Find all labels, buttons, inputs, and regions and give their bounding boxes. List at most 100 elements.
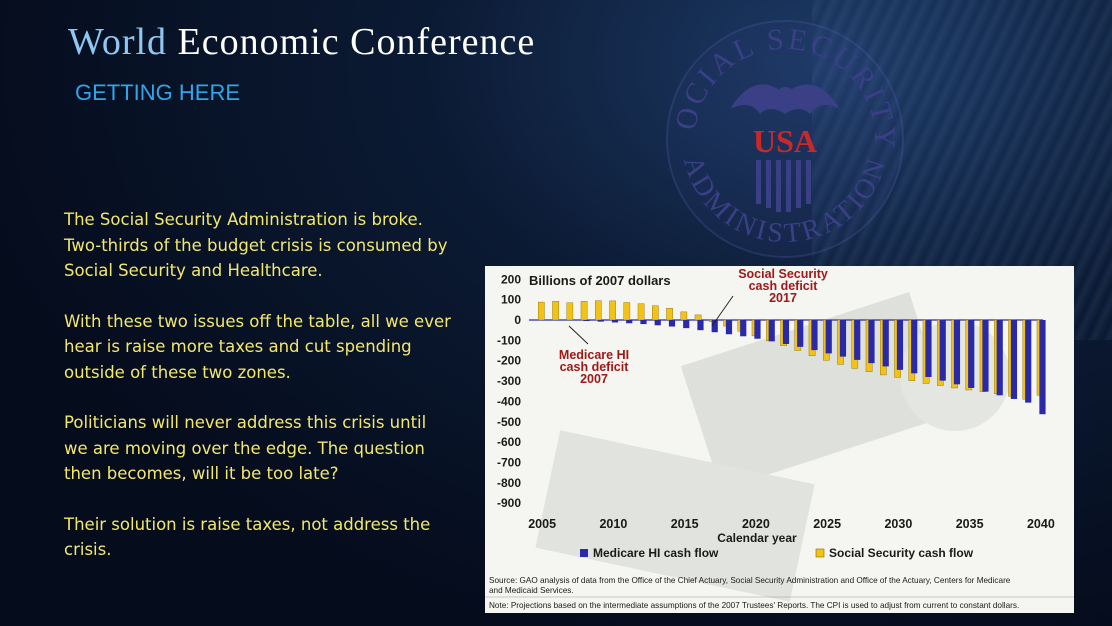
x-tick-label: 2035 xyxy=(956,517,984,531)
x-tick-label: 2005 xyxy=(528,517,556,531)
bar-medicare-2007 xyxy=(569,320,576,321)
legend-label-medicare: Medicare HI cash flow xyxy=(593,546,719,560)
legend-swatch-social-security xyxy=(815,548,825,558)
bar-medicare-2019 xyxy=(740,320,747,337)
bar-medicare-2014 xyxy=(668,320,676,327)
bar-medicare-2039 xyxy=(1025,320,1032,403)
x-tick-label: 2020 xyxy=(742,517,770,531)
x-tick-label: 2030 xyxy=(884,517,912,531)
bar-medicare-2035 xyxy=(968,320,975,388)
deficit-chart-svg: 200 100 0 -100 -200 -300 -400 -500 -600 -700 -800 -… xyxy=(485,266,1074,613)
page-subtitle: GETTING HERE xyxy=(75,80,241,105)
bar-medicare-2033 xyxy=(939,320,946,381)
y-tick-label: 100 xyxy=(501,293,521,307)
bar-social-security-2015 xyxy=(680,311,688,321)
bar-medicare-2025 xyxy=(825,320,832,354)
bar-social-security-2012 xyxy=(637,303,645,321)
chart-note: Note: Projections based on the intermedi… xyxy=(489,601,1019,610)
bar-medicare-2040 xyxy=(1039,320,1046,415)
body-text: The Social Security Administration is br… xyxy=(64,207,454,588)
bar-medicare-2009 xyxy=(597,320,604,322)
bar-social-security-2006 xyxy=(552,301,559,321)
bar-medicare-2021 xyxy=(768,320,775,342)
bar-social-security-2010 xyxy=(609,300,616,321)
bar-medicare-2006 xyxy=(554,320,562,321)
bar-medicare-2023 xyxy=(797,320,804,347)
bar-medicare-2034 xyxy=(953,320,961,385)
bar-social-security-2005 xyxy=(538,301,545,321)
source-note-line1: Source: GAO analysis of data from the Of… xyxy=(489,576,1011,585)
y-tick-label: -500 xyxy=(497,415,521,429)
bar-medicare-2036 xyxy=(982,320,989,392)
bar-medicare-2029 xyxy=(882,320,889,367)
y-tick-label: -200 xyxy=(497,354,521,368)
y-tick-label: -900 xyxy=(497,496,521,510)
bar-medicare-2018 xyxy=(725,320,733,335)
annotation-ss-pointer xyxy=(711,295,734,327)
legend-swatch-medicare xyxy=(580,549,588,557)
y-tick-label: -400 xyxy=(497,394,521,408)
legend-label-social-security: Social Security cash flow xyxy=(829,546,974,560)
bar-social-security-2013 xyxy=(652,305,659,321)
bar-medicare-2030 xyxy=(896,320,904,370)
annotation-medicare-line2: cash deficit xyxy=(560,360,630,374)
deficit-chart: 200 100 0 -100 -200 -300 -400 -500 -600 -700 -800 -… xyxy=(485,266,1074,613)
bar-medicare-2013 xyxy=(654,320,661,326)
annotation-medicare-line1: Medicare HI xyxy=(559,348,629,362)
bar-medicare-2022 xyxy=(782,320,790,345)
bar-medicare-2026 xyxy=(839,320,847,357)
bar-medicare-2024 xyxy=(811,320,818,351)
annotation-medicare-pointer xyxy=(568,325,589,345)
y-axis-label: Billions of 2007 dollars xyxy=(529,273,671,288)
bar-social-security-2014 xyxy=(666,307,673,321)
bar-social-security-2011 xyxy=(623,302,631,321)
bar-social-security-2008 xyxy=(580,301,588,321)
bar-medicare-2015 xyxy=(683,320,690,329)
bar-medicare-2005 xyxy=(540,320,547,321)
source-note-line2: and Medicaid Services. xyxy=(489,586,574,595)
y-tick-label: 200 xyxy=(501,272,521,286)
y-tick-label: -600 xyxy=(497,435,521,449)
x-tick-label: 2015 xyxy=(671,517,699,531)
x-tick-label: 2010 xyxy=(599,517,627,531)
y-tick-label: -300 xyxy=(497,374,521,388)
bar-social-security-2007 xyxy=(566,302,574,321)
y-tick-label: 0 xyxy=(514,313,521,327)
page-title: World Economic Conference xyxy=(68,20,535,64)
bar-medicare-2012 xyxy=(640,320,647,325)
bar-medicare-2008 xyxy=(583,320,590,322)
bar-medicare-2020 xyxy=(754,320,761,339)
bar-medicare-2017 xyxy=(711,320,718,333)
paragraph-3: Politicians will never address this cris… xyxy=(64,413,427,483)
shield-stripes-icon xyxy=(756,160,811,212)
bar-medicare-2016 xyxy=(697,320,704,331)
bar-medicare-2028 xyxy=(868,320,875,364)
bar-medicare-2011 xyxy=(626,320,633,324)
x-tick-label: 2040 xyxy=(1027,517,1055,531)
annotation-ss-line3: 2017 xyxy=(769,291,797,305)
paragraph-2: With these two issues off the table, all… xyxy=(64,311,451,382)
paragraph-1: The Social Security Administration is br… xyxy=(64,210,448,280)
annotation-ss-line1: Social Security xyxy=(738,267,828,281)
x-tick-label: 2025 xyxy=(813,517,841,531)
annotation-medicare-line3: 2007 xyxy=(580,372,608,386)
title-word-world: World xyxy=(68,21,168,63)
bar-medicare-2027 xyxy=(854,320,861,360)
bar-social-security-2009 xyxy=(595,300,602,321)
y-tick-label: -100 xyxy=(497,333,521,347)
x-axis-label: Calendar year xyxy=(717,531,797,545)
bar-medicare-2032 xyxy=(925,320,932,377)
y-tick-label: -800 xyxy=(497,476,521,490)
bar-medicare-2010 xyxy=(611,320,619,323)
title-rest: Economic Conference xyxy=(177,21,536,63)
bar-medicare-2031 xyxy=(911,320,918,374)
paragraph-4: Their solution is raise taxes, not addre… xyxy=(64,514,431,560)
ssa-seal-logo: SOCIAL SECURITY ADMINISTRATION USA xyxy=(660,14,904,258)
annotation-ss-line2: cash deficit xyxy=(749,279,819,293)
bar-medicare-2037 xyxy=(996,320,1003,396)
seal-center-text: USA xyxy=(753,123,817,159)
y-tick-label: -700 xyxy=(497,455,521,469)
bar-medicare-2038 xyxy=(1010,320,1018,399)
bar-social-security-2016 xyxy=(694,314,702,321)
